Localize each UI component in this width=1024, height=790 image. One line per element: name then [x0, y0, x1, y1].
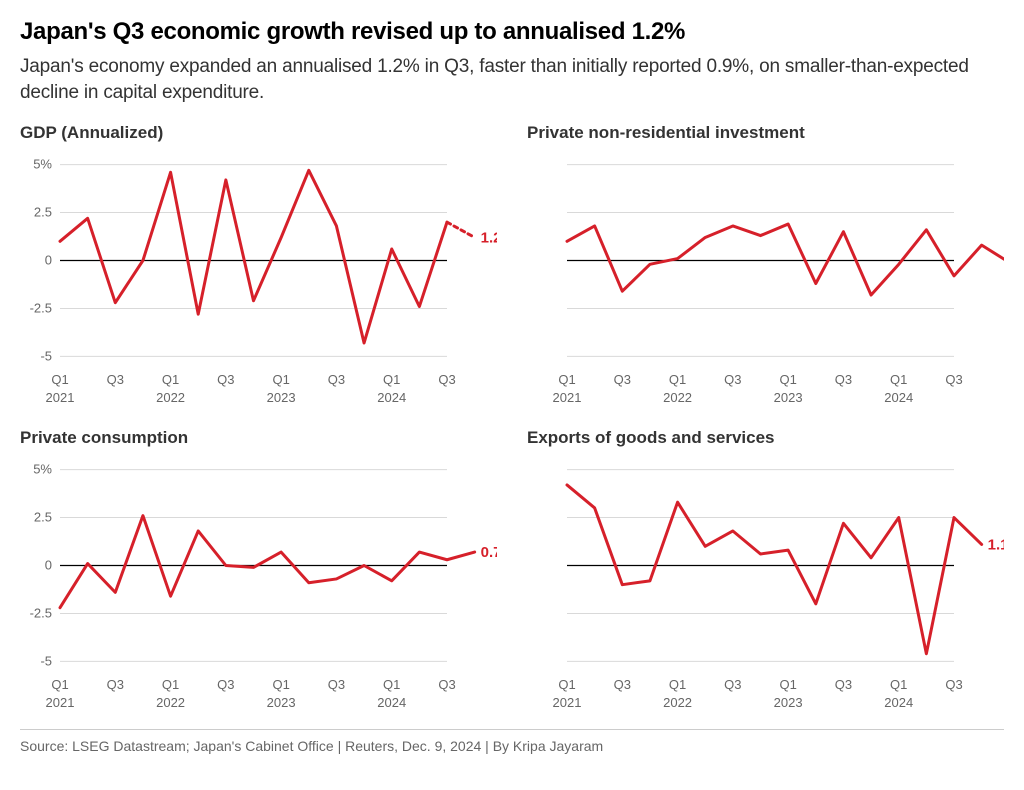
- svg-text:2024: 2024: [884, 695, 913, 710]
- svg-text:Q1: Q1: [779, 677, 796, 692]
- svg-text:5%: 5%: [33, 462, 52, 477]
- source-footer: Source: LSEG Datastream; Japan's Cabinet…: [20, 729, 1004, 754]
- chart-consumption: -5 -2.5 0 2.5 5% Q1 Q3 Q1 Q3 Q1 Q3 Q1 Q3 2021 2022 2023…: [20, 454, 497, 713]
- panel-investment: Private non-residential investment Q1 Q3 Q…: [527, 123, 1004, 408]
- svg-text:Q3: Q3: [217, 372, 234, 387]
- panel-gdp: GDP (Annualized) -5 -2.5 0 2.5 5% Q1 Q3 Q1 Q3 Q1 Q…: [20, 123, 497, 408]
- svg-text:Q3: Q3: [107, 372, 124, 387]
- svg-text:Q1: Q1: [272, 372, 289, 387]
- svg-text:2021: 2021: [553, 390, 582, 405]
- page-title: Japan's Q3 economic growth revised up to…: [20, 18, 1004, 46]
- svg-text:Q3: Q3: [724, 372, 741, 387]
- svg-text:Q3: Q3: [614, 372, 631, 387]
- svg-text:2024: 2024: [377, 390, 406, 405]
- svg-text:Q1: Q1: [272, 677, 289, 692]
- svg-text:2024: 2024: [884, 390, 913, 405]
- svg-text:Q3: Q3: [328, 372, 345, 387]
- chart-investment: Q1Q3Q1Q3Q1Q3Q1Q32021202220232024-0.1%: [527, 149, 1004, 408]
- svg-text:-2.5: -2.5: [30, 301, 52, 316]
- svg-text:Q3: Q3: [614, 677, 631, 692]
- svg-text:Q1: Q1: [669, 677, 686, 692]
- svg-text:2022: 2022: [663, 390, 692, 405]
- svg-text:Q3: Q3: [438, 677, 455, 692]
- svg-text:Q3: Q3: [945, 677, 962, 692]
- svg-text:Q1: Q1: [669, 372, 686, 387]
- svg-text:2021: 2021: [46, 695, 75, 710]
- svg-text:0: 0: [45, 558, 52, 573]
- svg-text:Q1: Q1: [779, 372, 796, 387]
- chart-gdp: -5 -2.5 0 2.5 5% Q1 Q3 Q1 Q3 Q1 Q3 Q1 Q3 2021 2022 2023…: [20, 149, 497, 408]
- svg-text:Q1: Q1: [383, 677, 400, 692]
- svg-text:-5: -5: [40, 349, 52, 364]
- svg-text:2021: 2021: [553, 695, 582, 710]
- svg-text:Q1: Q1: [383, 372, 400, 387]
- panel-title-gdp: GDP (Annualized): [20, 123, 497, 143]
- svg-text:Q3: Q3: [835, 677, 852, 692]
- svg-text:-5: -5: [40, 654, 52, 669]
- panel-exports: Exports of goods and services Q1Q3Q1Q3Q1…: [527, 428, 1004, 713]
- svg-text:Q3: Q3: [438, 372, 455, 387]
- svg-text:Q1: Q1: [558, 372, 575, 387]
- panel-consumption: Private consumption -5 -2.5 0 2.5 5% Q1 Q3 Q1 Q3…: [20, 428, 497, 713]
- chart-exports: Q1 Q3 Q1 Q3 Q1 Q3 Q1 Q3 2021 2022 2023 2024 1.1%: [527, 454, 1004, 713]
- svg-text:Q1: Q1: [51, 372, 68, 387]
- svg-text:0: 0: [45, 253, 52, 268]
- svg-text:2.5: 2.5: [34, 205, 52, 220]
- svg-text:Q1: Q1: [890, 677, 907, 692]
- svg-text:2023: 2023: [267, 390, 296, 405]
- chart-grid: GDP (Annualized) -5-2.502.55%Q1Q3Q1Q3Q1Q…: [20, 123, 1004, 713]
- svg-text:Q3: Q3: [217, 677, 234, 692]
- svg-text:2023: 2023: [774, 695, 803, 710]
- svg-text:Q3: Q3: [945, 372, 962, 387]
- svg-text:2022: 2022: [156, 390, 185, 405]
- panel-title-exports: Exports of goods and services: [527, 428, 1004, 448]
- svg-text:Q3: Q3: [724, 677, 741, 692]
- svg-text:Q1: Q1: [162, 677, 179, 692]
- svg-text:Q3: Q3: [328, 677, 345, 692]
- svg-text:2022: 2022: [663, 695, 692, 710]
- svg-text:Q1: Q1: [162, 372, 179, 387]
- svg-text:5%: 5%: [33, 157, 52, 172]
- panel-title-investment: Private non-residential investment: [527, 123, 1004, 143]
- svg-text:1.1%: 1.1%: [988, 537, 1004, 554]
- svg-text:2021: 2021: [46, 390, 75, 405]
- svg-text:2.5: 2.5: [34, 510, 52, 525]
- svg-text:0.7%: 0.7%: [481, 544, 497, 561]
- svg-text:2023: 2023: [267, 695, 296, 710]
- svg-text:Q1: Q1: [558, 677, 575, 692]
- svg-text:-2.5: -2.5: [30, 606, 52, 621]
- svg-text:Q1: Q1: [890, 372, 907, 387]
- svg-text:Q3: Q3: [835, 372, 852, 387]
- svg-text:Q3: Q3: [107, 677, 124, 692]
- svg-text:2023: 2023: [774, 390, 803, 405]
- page-subtitle: Japan's economy expanded an annualised 1…: [20, 54, 1004, 105]
- svg-text:2024: 2024: [377, 695, 406, 710]
- svg-text:2022: 2022: [156, 695, 185, 710]
- svg-text:1.2%: 1.2%: [481, 230, 497, 247]
- panel-title-consumption: Private consumption: [20, 428, 497, 448]
- svg-text:Q1: Q1: [51, 677, 68, 692]
